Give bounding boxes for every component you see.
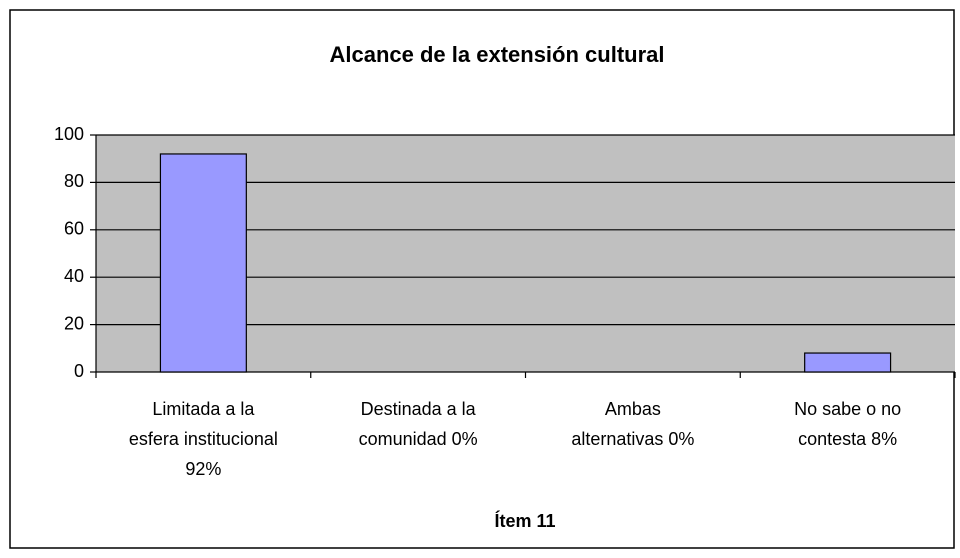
x-tick-label: Destinada a la comunidad 0% [359, 399, 478, 449]
y-tick-label: 100 [54, 124, 84, 144]
y-tick-label: 80 [64, 171, 84, 191]
bar [159, 153, 247, 373]
y-tick-label: 40 [64, 266, 84, 286]
y-tick-label: 0 [74, 361, 84, 381]
x-axis-label: Ítem 11 [494, 510, 555, 531]
y-tick-label: 60 [64, 219, 84, 239]
x-tick-label: Ambas alternativas 0% [571, 399, 694, 449]
chart-title: Alcance de la extensión cultural [329, 42, 664, 67]
x-tick-label: Limitada a la esfera institucional 92% [129, 399, 278, 479]
bar [804, 352, 892, 373]
y-tick-label: 20 [64, 313, 84, 333]
x-tick-label: No sabe o no contesta 8% [794, 399, 901, 449]
